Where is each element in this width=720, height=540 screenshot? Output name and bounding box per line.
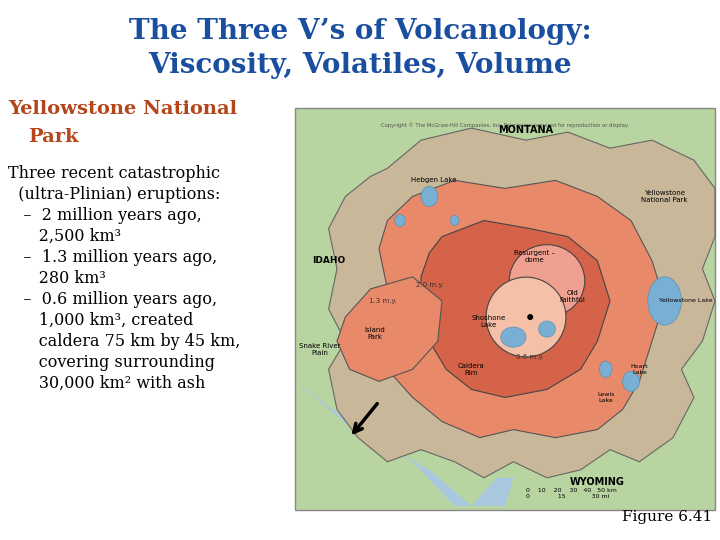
Text: Viscosity, Volatiles, Volume: Viscosity, Volatiles, Volume (148, 52, 572, 79)
Polygon shape (337, 277, 442, 381)
Text: Caldera
Rim: Caldera Rim (458, 363, 485, 376)
Text: caldera 75 km by 45 km,: caldera 75 km by 45 km, (8, 333, 240, 350)
Polygon shape (295, 317, 472, 506)
Text: Snake River
Plain: Snake River Plain (300, 343, 341, 356)
Text: –  0.6 million years ago,: – 0.6 million years ago, (8, 291, 217, 308)
Circle shape (486, 277, 566, 357)
Ellipse shape (451, 215, 459, 226)
Text: IDAHO: IDAHO (312, 256, 345, 265)
Text: Island
Park: Island Park (364, 327, 385, 340)
Circle shape (527, 314, 534, 320)
Text: Copyright © The McGraw-Hill Companies, Inc. Permission required for reproduction: Copyright © The McGraw-Hill Companies, I… (381, 122, 629, 127)
Text: 0    10    20    30   40   50 km
0              15             30 mi: 0 10 20 30 40 50 km 0 15 30 mi (526, 488, 617, 499)
Text: 2,500 km³: 2,500 km³ (8, 228, 121, 245)
Text: 30,000 km² with ash: 30,000 km² with ash (8, 375, 205, 392)
Text: WYOMING: WYOMING (570, 477, 625, 487)
Ellipse shape (600, 361, 612, 377)
Text: Hoart
Lake: Hoart Lake (631, 364, 648, 375)
Ellipse shape (501, 327, 526, 347)
Text: (ultra-Plinian) eruptions:: (ultra-Plinian) eruptions: (8, 186, 220, 203)
Text: Yellowstone
National Park: Yellowstone National Park (642, 190, 688, 203)
Ellipse shape (395, 214, 405, 227)
Text: 1.3 m.y.: 1.3 m.y. (369, 298, 397, 304)
Text: 280 km³: 280 km³ (8, 270, 106, 287)
Polygon shape (379, 180, 665, 437)
Text: The Three V’s of Volcanology:: The Three V’s of Volcanology: (129, 18, 591, 45)
Text: Hebgen Lake: Hebgen Lake (411, 177, 456, 184)
Text: 1,000 km³, created: 1,000 km³, created (8, 312, 194, 329)
Text: 0.6 m.y.: 0.6 m.y. (516, 354, 544, 360)
Ellipse shape (648, 277, 681, 325)
Text: –  1.3 million years ago,: – 1.3 million years ago, (8, 249, 217, 266)
Ellipse shape (623, 372, 639, 392)
Text: Resurgent –
dome: Resurgent – dome (514, 250, 555, 263)
Text: Yellowstone Lake: Yellowstone Lake (659, 299, 712, 303)
Text: covering surrounding: covering surrounding (8, 354, 215, 371)
Text: Yellowstone National: Yellowstone National (8, 100, 237, 118)
Bar (295, 108, 715, 510)
Ellipse shape (421, 186, 438, 206)
Text: Old
Faithful: Old Faithful (559, 291, 585, 303)
Text: MONTANA: MONTANA (498, 125, 554, 135)
Text: 2.0 m.y.: 2.0 m.y. (415, 282, 444, 288)
Polygon shape (421, 220, 610, 397)
Text: Shoshone
Lake: Shoshone Lake (471, 315, 505, 328)
Polygon shape (328, 128, 715, 478)
Text: Park: Park (28, 128, 78, 146)
Text: –  2 million years ago,: – 2 million years ago, (8, 207, 202, 224)
Ellipse shape (539, 321, 555, 337)
Polygon shape (472, 478, 513, 506)
Text: Figure 6.41: Figure 6.41 (622, 510, 712, 524)
Text: Lewis
Lake: Lewis Lake (597, 392, 614, 403)
Ellipse shape (509, 245, 585, 317)
Text: Three recent catastrophic: Three recent catastrophic (8, 165, 220, 182)
